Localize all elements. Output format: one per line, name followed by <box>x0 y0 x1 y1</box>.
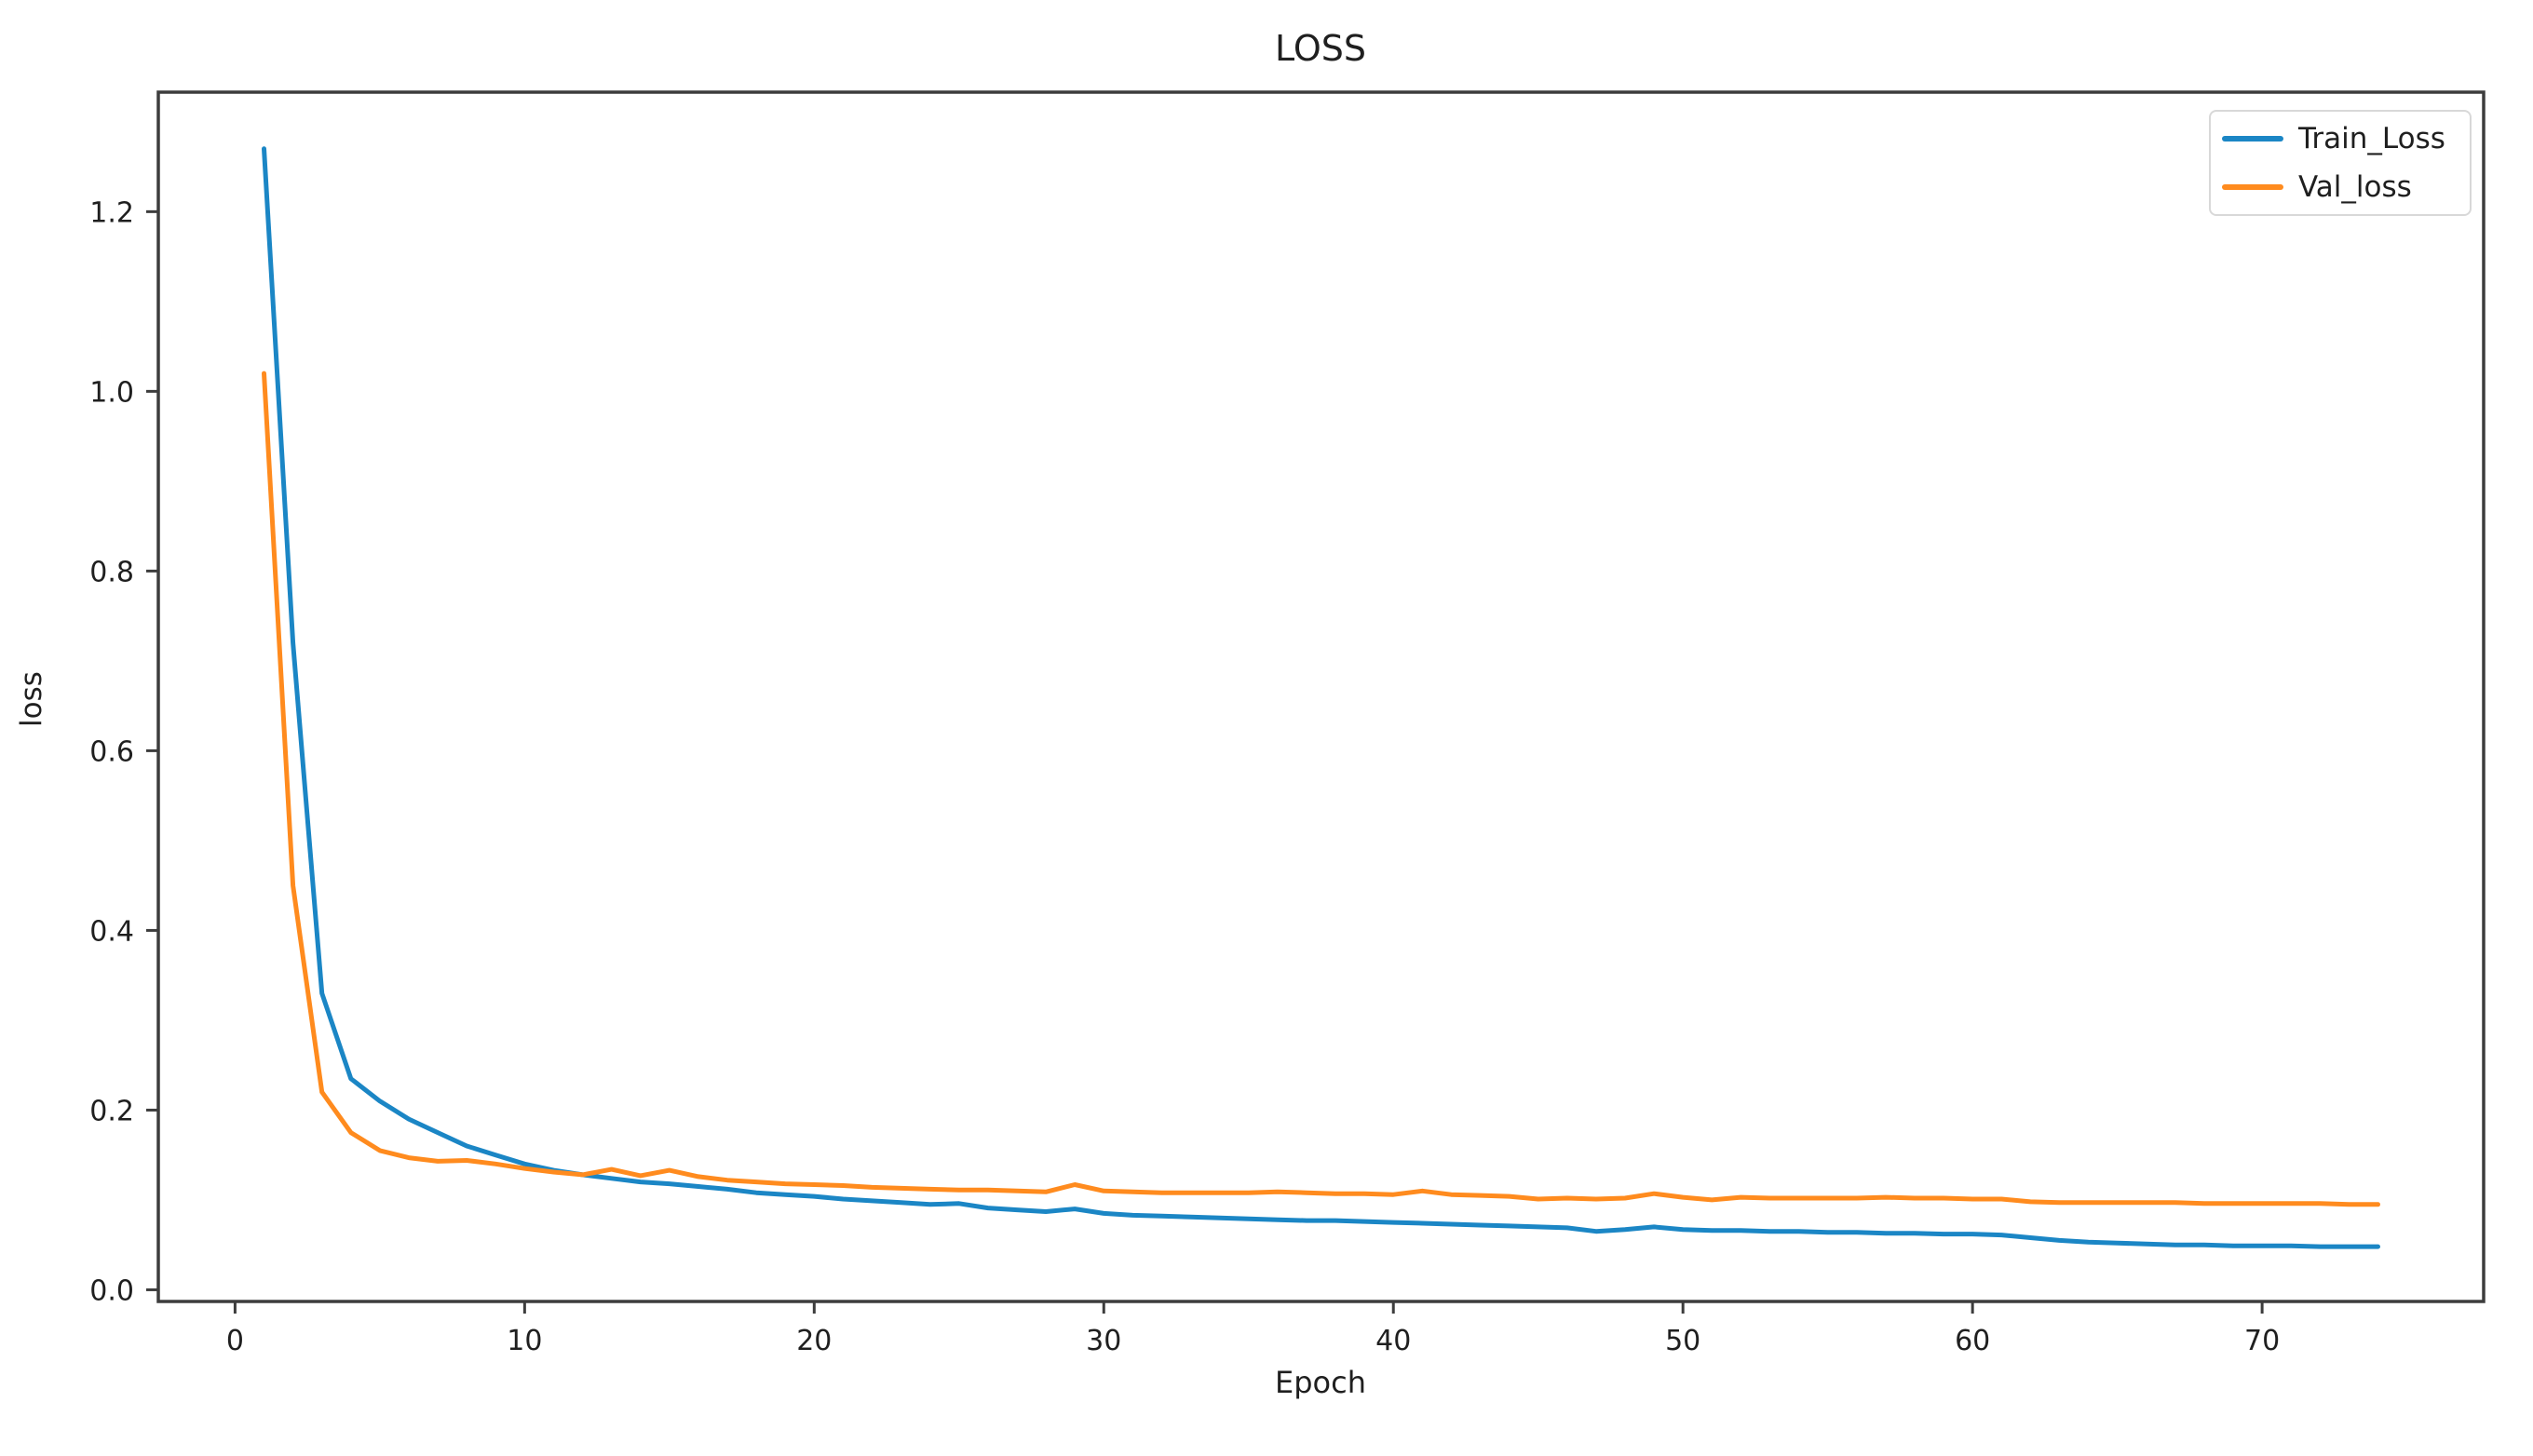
legend-item-val-loss: Val_loss <box>2222 171 2455 203</box>
x-tick-label: 20 <box>796 1325 832 1357</box>
y-tick-label: 1.2 <box>89 196 134 229</box>
x-axis-label: Epoch <box>1275 1365 1366 1400</box>
y-tick-label: 0.2 <box>89 1095 134 1127</box>
y-tick-label: 0.0 <box>89 1274 134 1307</box>
train-loss-line <box>262 146 2380 1249</box>
y-tick-label: 0.8 <box>89 556 134 588</box>
x-tick-label: 60 <box>1955 1325 1990 1357</box>
x-tick-label: 40 <box>1375 1325 1411 1357</box>
y-tick-label: 0.6 <box>89 735 134 768</box>
y-tick-label: 0.4 <box>89 915 134 948</box>
train-loss-swatch <box>2222 136 2283 142</box>
x-tick-label: 70 <box>2244 1325 2280 1357</box>
x-tick-label: 0 <box>226 1325 244 1357</box>
train-loss-legend-label: Train_Loss <box>2298 122 2445 155</box>
x-tick-label: 30 <box>1086 1325 1121 1357</box>
x-tick-label: 10 <box>507 1325 542 1357</box>
x-tick-label: 50 <box>1665 1325 1700 1357</box>
legend-box: Train_Loss Val_loss <box>2209 110 2472 217</box>
y-axis-label: loss <box>15 671 48 727</box>
axes-spines <box>156 90 2486 1303</box>
legend-item-train-loss: Train_Loss <box>2222 123 2455 155</box>
val-loss-line <box>262 371 2380 1207</box>
val-loss-legend-label: Val_loss <box>2298 170 2412 205</box>
y-tick-label: 1.0 <box>89 376 134 409</box>
chart-title: LOSS <box>1275 28 1366 69</box>
val-loss-swatch <box>2222 184 2283 191</box>
